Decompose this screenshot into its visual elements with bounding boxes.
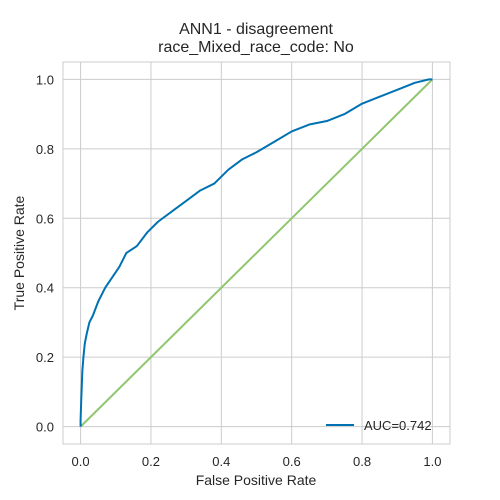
x-tick-label: 0.4 [212, 454, 230, 469]
y-tick-label: 1.0 [36, 72, 54, 87]
x-tick-label: 0.8 [353, 454, 371, 469]
x-axis-label: False Positive Rate [196, 472, 317, 488]
y-axis-label: True Positive Rate [11, 195, 27, 310]
y-tick-label: 0.0 [36, 420, 54, 435]
roc-curve-line [79, 78, 433, 427]
x-tick-label: 0.2 [142, 454, 160, 469]
y-tick-label: 0.2 [36, 350, 54, 365]
y-tick-label: 0.6 [36, 211, 54, 226]
plot-area [62, 61, 451, 445]
x-tick-label: 0.0 [72, 454, 90, 469]
x-tick-label: 0.6 [283, 454, 301, 469]
chart-title: ANN1 - disagreement [179, 21, 333, 38]
legend-label-roc: AUC=0.742 [364, 418, 432, 433]
y-tick-label: 0.8 [36, 142, 54, 157]
chart-subtitle: race_Mixed_race_code: No [158, 39, 354, 56]
x-tick-label: 1.0 [423, 454, 441, 469]
grid [63, 62, 450, 444]
legend: AUC=0.742 [326, 418, 432, 433]
series-layer [79, 78, 434, 428]
chance-diagonal-line [79, 78, 434, 428]
x-tick-labels: 0.0 0.2 0.4 0.6 0.8 1.0 [72, 454, 442, 469]
y-tick-labels: 0.0 0.2 0.4 0.6 0.8 1.0 [36, 72, 54, 434]
y-tick-label: 0.4 [36, 281, 54, 296]
